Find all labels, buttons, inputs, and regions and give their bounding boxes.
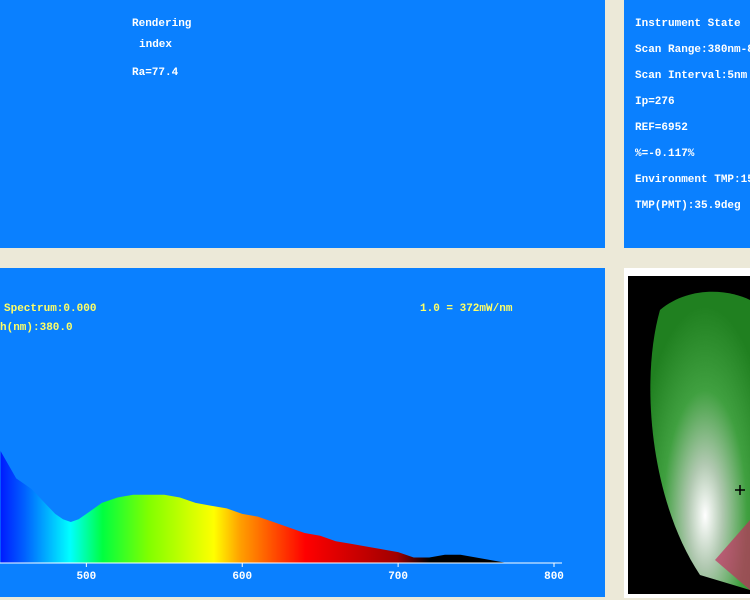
instrument-line: TMP(PMT):35.9deg xyxy=(635,200,741,212)
x-tick-label: 800 xyxy=(544,571,564,583)
chromaticity-marker xyxy=(735,485,745,495)
instrument-panel xyxy=(624,0,750,248)
label: Rendering xyxy=(132,18,191,30)
purple-region xyxy=(715,520,750,590)
label: index xyxy=(139,39,172,51)
x-tick-label: 600 xyxy=(232,571,252,583)
instrument-title: Instrument State xyxy=(635,18,741,30)
instrument-line: Ip=276 xyxy=(635,96,675,108)
instrument-line: Scan Interval:5nm xyxy=(635,70,748,82)
spectrum-area xyxy=(0,451,555,563)
instrument-line: %=-0.117% xyxy=(635,148,695,160)
wavelength: h(nm):380.0 xyxy=(0,322,73,334)
instrument-line: Environment TMP:15 xyxy=(635,174,750,186)
x-tick-label: 500 xyxy=(76,571,96,583)
instrument-line: Scan Range:380nm-8 xyxy=(635,44,750,56)
scale-label: 1.0 = 372mW/nm xyxy=(420,303,513,315)
ra-value: Ra=77.4 xyxy=(132,67,179,79)
x-tick-label: 700 xyxy=(388,571,408,583)
rendering-panel xyxy=(0,0,605,248)
chromaticity-locus xyxy=(650,291,750,590)
instrument-line: REF=6952 xyxy=(635,122,688,134)
relative-spectrum: Spectrum:0.000 xyxy=(4,303,96,315)
